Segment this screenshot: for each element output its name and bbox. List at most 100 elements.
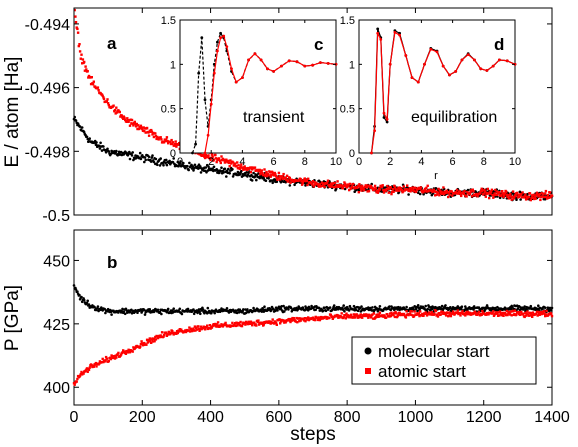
panel-b-point-atomic (525, 312, 528, 316)
panel-a-point-atomic (524, 198, 528, 201)
panel-b-point-atomic (171, 330, 174, 333)
panel-b-point-atomic (425, 312, 428, 315)
panel-b-point-atomic (158, 335, 162, 339)
panel-b-point-atomic (284, 321, 287, 324)
panel-a-point-atomic (496, 193, 499, 196)
panel-a-point-molecular (87, 140, 90, 143)
panel-b-point-atomic (178, 328, 181, 331)
panel-a-point-atomic (267, 173, 270, 177)
panel-b-point-atomic (353, 314, 356, 318)
panel-a-point-atomic (326, 181, 329, 184)
panel-a-point-atomic (450, 190, 453, 193)
panel-a-point-atomic (76, 31, 80, 34)
panel-b-point-atomic (85, 368, 88, 371)
panel-c-xticks: 0 2 4 6 8 10 (177, 20, 342, 168)
panel-b-point-atomic (415, 313, 418, 316)
panel-a-point-molecular (228, 172, 231, 175)
panel-a-point-atomic (220, 155, 223, 158)
panel-b-point-molecular (342, 304, 346, 307)
panel-b-point-molecular (440, 304, 444, 308)
panel-a-point-atomic (347, 184, 350, 188)
panel-a-point-atomic (150, 130, 153, 133)
panel-b-point-atomic (206, 324, 209, 327)
panel-a-point-molecular (98, 144, 101, 148)
panel-a-point-atomic (241, 166, 244, 170)
panel-c-yticks: 0 0.5 1 1.5 (161, 15, 336, 160)
panel-a-point-atomic (321, 184, 324, 188)
panel-b-point-atomic (296, 321, 299, 324)
panel-b-point-atomic (458, 311, 461, 315)
panel-a-point-atomic (412, 190, 416, 193)
panel-a-point-atomic (243, 165, 246, 168)
panel-c-series-marker-0 (200, 36, 204, 40)
panel-b-point-atomic (251, 324, 254, 327)
panel-a-point-atomic (317, 185, 321, 188)
panel-d-ytick-label: 1 (349, 59, 355, 71)
panel-a-point-atomic (342, 184, 345, 187)
panel-b-point-molecular (516, 307, 520, 310)
panel-a-point-atomic (479, 190, 483, 193)
panel-b-point-atomic (429, 312, 433, 315)
panel-c-series-marker-1 (287, 59, 291, 63)
panel-b-point-atomic (270, 321, 274, 324)
panel-b-point-atomic (436, 315, 440, 318)
panel-b-point-atomic (169, 331, 173, 335)
panel-a-point-atomic (502, 195, 505, 198)
panel-b-point-atomic (384, 316, 388, 319)
panel-a-point-atomic (507, 194, 510, 197)
panel-b-point-atomic (234, 322, 237, 325)
panel-a-point-atomic (525, 196, 528, 199)
panel-a-point-atomic (356, 186, 359, 189)
panel-a-point-atomic (266, 174, 269, 178)
panel-b-point-molecular (324, 309, 328, 313)
panel-b-point-atomic (444, 312, 447, 316)
panel-b-point-atomic (253, 321, 256, 324)
panel-b-point-atomic (208, 327, 211, 330)
panel-a-point-atomic (480, 187, 483, 190)
panel-b-point-atomic (199, 328, 202, 331)
panel-b-point-atomic (311, 316, 315, 319)
panel-c-series-marker-1 (295, 60, 299, 64)
panel-b-point-molecular (280, 305, 283, 308)
panel-b-point-atomic (466, 310, 470, 314)
panel-c-series-marker-1 (234, 80, 238, 84)
panel-b-point-atomic (92, 365, 95, 368)
panel-b-point-atomic (167, 330, 171, 334)
panel-b-point-atomic (410, 310, 414, 313)
panel-a-point-atomic (322, 182, 326, 185)
panel-a-point-atomic (394, 187, 397, 190)
panel-a-point-atomic (154, 132, 157, 135)
panel-a-point-atomic (426, 184, 429, 187)
panel-b-point-atomic (393, 311, 396, 315)
panel-a-point-molecular (231, 168, 234, 171)
panel-a-point-atomic (207, 154, 210, 157)
panel-b-point-atomic (109, 356, 112, 359)
panel-d-series-marker-1 (379, 38, 383, 41)
panel-a-point-atomic (151, 133, 154, 136)
panel-a-point-atomic (260, 169, 263, 172)
panel-a-point-molecular (176, 160, 180, 164)
panel-a-point-atomic (311, 180, 315, 183)
panel-b-point-atomic (290, 319, 293, 322)
panel-b-point-molecular (449, 306, 452, 309)
panel-a-point-atomic (204, 153, 207, 157)
panel-b-point-atomic (262, 323, 265, 326)
panel-b-point-atomic (81, 373, 84, 376)
panel-a-point-molecular (271, 181, 275, 185)
panel-a-point-atomic (494, 188, 497, 192)
panel-b-point-atomic (104, 355, 108, 359)
panel-c-inset: 0 0.5 1 1.5 0 2 4 6 8 10 c transient (161, 15, 342, 168)
panel-a-point-atomic (209, 158, 212, 162)
panel-a-point-atomic (548, 191, 552, 194)
panel-a-point-atomic (299, 178, 302, 181)
panel-b-point-atomic (535, 312, 538, 316)
panel-b-point-atomic (289, 317, 293, 321)
panel-a-point-atomic (306, 183, 309, 187)
panel-a-point-atomic (465, 195, 468, 198)
panel-a-point-atomic (545, 195, 548, 199)
panel-a-point-atomic (432, 190, 435, 193)
panel-b-point-atomic (147, 338, 151, 342)
panel-a-point-atomic (78, 50, 82, 53)
panel-a-point-atomic (491, 193, 494, 197)
panel-b-point-atomic (546, 314, 550, 317)
